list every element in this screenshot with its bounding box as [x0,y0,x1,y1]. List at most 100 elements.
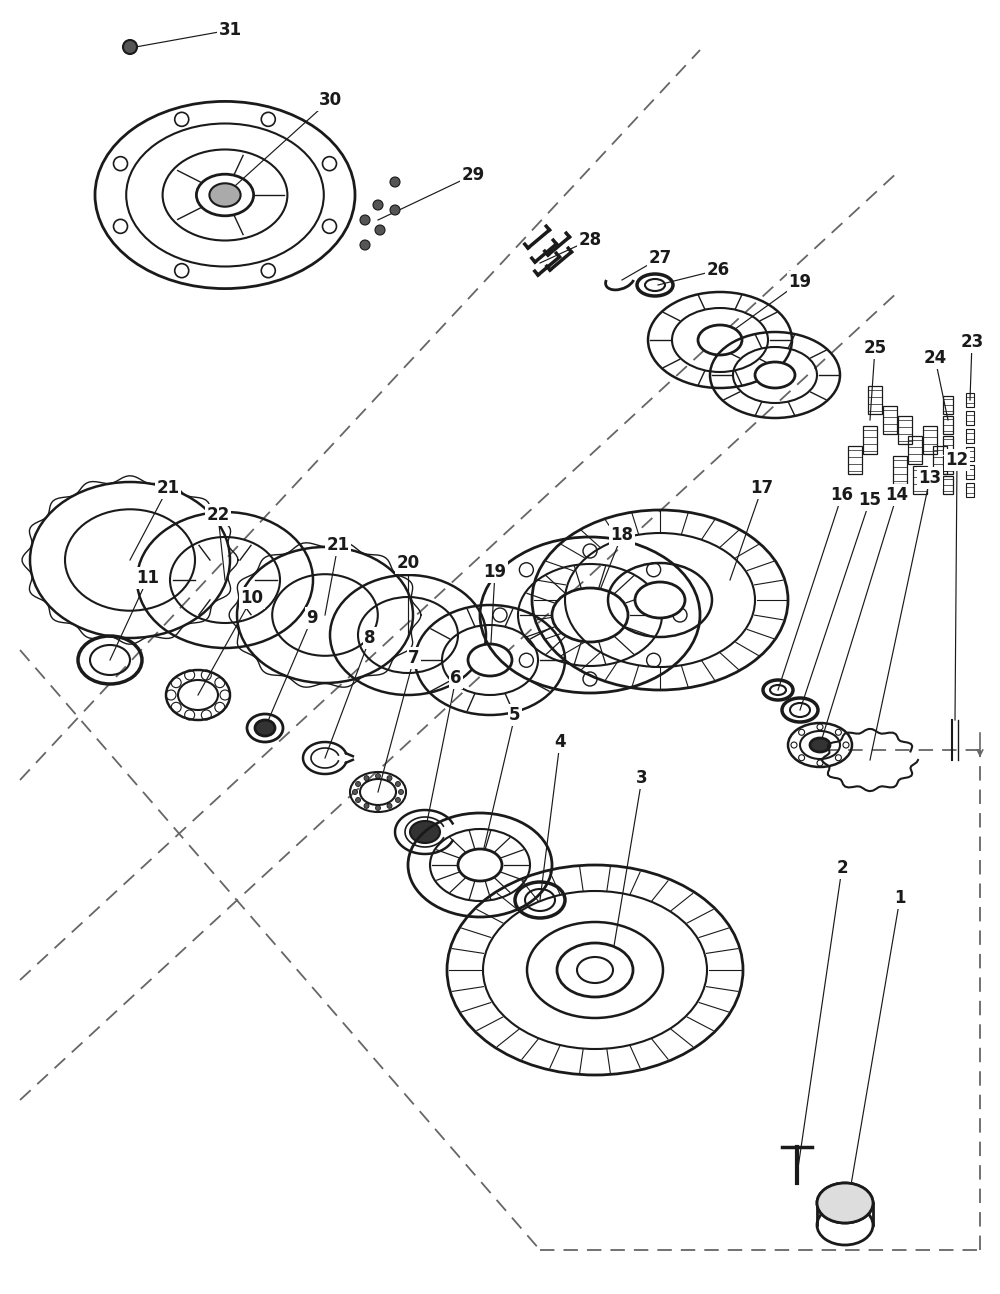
Circle shape [390,204,400,215]
Circle shape [373,201,383,210]
Bar [966,393,974,408]
Text: 7: 7 [408,650,420,666]
Text: 11: 11 [136,569,160,587]
Text: 19: 19 [483,563,507,581]
Circle shape [376,805,380,810]
Bar [863,426,877,454]
Circle shape [647,563,661,577]
Text: 14: 14 [885,487,909,503]
Circle shape [387,775,392,780]
Bar [943,476,953,494]
Text: 20: 20 [396,554,420,572]
Ellipse shape [209,184,241,207]
Ellipse shape [410,820,440,842]
Ellipse shape [552,587,628,642]
Circle shape [123,40,137,54]
Bar [943,455,953,474]
Bar [966,465,974,479]
Text: 1: 1 [894,889,906,907]
Circle shape [375,225,385,236]
Circle shape [673,608,687,622]
Ellipse shape [817,1183,873,1223]
Text: 30: 30 [318,91,342,109]
Ellipse shape [458,849,502,881]
Circle shape [261,113,275,127]
Circle shape [364,804,369,809]
Circle shape [322,220,336,233]
Circle shape [647,653,661,668]
Circle shape [583,543,597,558]
Text: 8: 8 [364,629,376,647]
Text: 18: 18 [610,525,634,543]
Text: 26: 26 [706,261,730,280]
Ellipse shape [810,738,830,752]
Circle shape [322,157,336,171]
Circle shape [395,797,400,802]
Bar [848,446,862,474]
Text: 25: 25 [863,339,887,357]
Text: 24: 24 [923,349,947,367]
Text: 9: 9 [306,609,318,628]
Text: 2: 2 [836,859,848,877]
Bar [913,466,927,494]
Circle shape [356,782,361,787]
Circle shape [261,264,275,278]
Circle shape [390,177,400,188]
Bar [943,415,953,433]
Ellipse shape [755,362,795,388]
Bar [908,436,922,465]
Bar [883,406,897,433]
Circle shape [356,797,361,802]
Text: 4: 4 [554,732,566,751]
Bar [943,436,953,454]
Bar [966,430,974,443]
Text: 19: 19 [788,273,812,291]
Text: 22: 22 [206,506,230,524]
Text: 31: 31 [218,21,242,39]
Bar [966,446,974,461]
Text: 29: 29 [461,166,485,184]
Circle shape [360,215,370,225]
Circle shape [583,672,597,686]
Ellipse shape [635,582,685,619]
Circle shape [519,563,533,577]
Circle shape [352,789,358,795]
Circle shape [376,774,380,779]
Circle shape [360,239,370,250]
Text: 28: 28 [578,232,602,248]
Text: 10: 10 [240,589,264,607]
Bar [943,396,953,414]
Circle shape [175,264,189,278]
Text: 16: 16 [830,487,854,503]
Ellipse shape [468,644,512,675]
Bar [923,426,937,454]
Text: 5: 5 [509,707,521,725]
Circle shape [175,113,189,127]
Text: 12: 12 [945,452,969,468]
Bar [893,455,907,484]
Text: 6: 6 [450,669,462,687]
Circle shape [114,157,128,171]
Bar [966,483,974,497]
Text: 23: 23 [960,333,984,351]
Circle shape [395,782,400,787]
Bar [933,446,947,474]
Circle shape [398,789,404,795]
Ellipse shape [698,325,742,355]
Circle shape [387,804,392,809]
Bar [898,415,912,444]
Ellipse shape [255,719,275,736]
Circle shape [493,608,507,622]
Bar [868,386,882,414]
Circle shape [364,775,369,780]
Text: 3: 3 [636,769,648,787]
Ellipse shape [557,943,633,996]
Text: 21: 21 [326,536,350,554]
Text: 21: 21 [156,479,180,497]
Circle shape [114,220,128,233]
Circle shape [519,653,533,668]
Bar [966,411,974,424]
Text: 27: 27 [648,248,672,267]
Text: 15: 15 [858,490,882,509]
Text: 17: 17 [750,479,774,497]
